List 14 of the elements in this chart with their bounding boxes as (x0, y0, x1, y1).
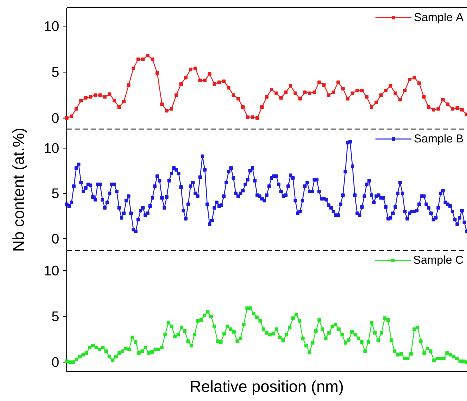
x-axis-title: Relative position (nm) (191, 380, 344, 396)
legend-label: Sample A (414, 13, 464, 24)
y-tick-label: 0 (52, 234, 59, 244)
y-tick-label: 0 (52, 113, 59, 124)
y-tick-label: 5 (52, 188, 59, 198)
y-tick-label: 5 (52, 67, 59, 78)
y-tick-label: 10 (45, 21, 59, 32)
y-axis-title: Nb content (at.%) (12, 128, 28, 251)
y-tick-label: 10 (45, 266, 59, 276)
y-tick-label: 0 (52, 357, 59, 368)
y-tick-label: 5 (52, 312, 59, 322)
y-tick-label: 10 (45, 143, 59, 154)
legend-label: Sample B (414, 134, 464, 146)
legend-label: Sample C (414, 256, 464, 266)
